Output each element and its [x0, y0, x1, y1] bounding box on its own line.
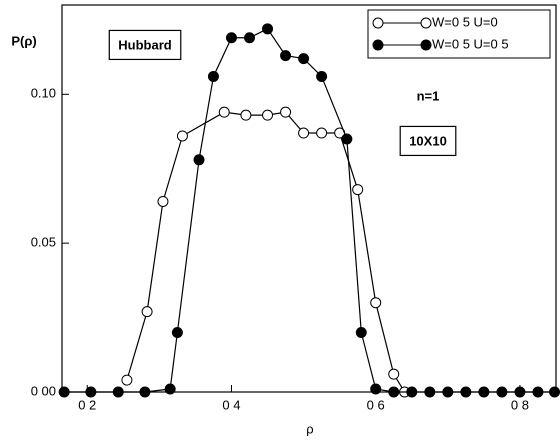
data-point	[370, 383, 382, 395]
annotation-box	[108, 29, 182, 61]
legend-label: W=0 5 U=0	[432, 14, 498, 29]
data-point	[549, 386, 560, 398]
data-point	[442, 386, 454, 398]
legend-marker	[372, 17, 384, 29]
legend-marker	[420, 17, 432, 29]
data-point	[176, 130, 188, 142]
data-point	[478, 386, 490, 398]
data-point	[121, 374, 133, 386]
y-axis-label: P(ρ)	[11, 33, 36, 48]
data-point	[225, 32, 237, 44]
data-point	[496, 386, 508, 398]
data-point	[207, 70, 219, 82]
legend-label: W=0 5 U=0 5	[432, 36, 509, 51]
data-point	[341, 133, 353, 145]
data-point	[406, 386, 418, 398]
x-tick-label: 0 4	[222, 397, 240, 412]
annotation: n=1	[417, 88, 440, 103]
data-point	[355, 326, 367, 338]
data-point	[141, 306, 153, 318]
data-point	[298, 127, 310, 139]
legend-box	[367, 9, 551, 59]
series-line	[126, 111, 406, 393]
x-tick-label: 0 8	[511, 397, 529, 412]
y-tick-label: 0 00	[31, 383, 56, 398]
data-point	[352, 184, 364, 196]
data-point	[157, 195, 169, 207]
annotation: 10X10	[409, 133, 447, 148]
data-point	[164, 383, 176, 395]
data-point	[58, 386, 70, 398]
data-point	[298, 53, 310, 65]
annotation: Hubbard	[118, 37, 172, 52]
x-tick-label: 0 2	[78, 397, 96, 412]
data-point	[244, 32, 256, 44]
data-point	[370, 297, 382, 309]
plot-frame	[61, 4, 557, 393]
data-point	[240, 109, 252, 121]
data-point	[262, 109, 274, 121]
data-point	[112, 386, 124, 398]
data-point	[193, 154, 205, 166]
data-point	[280, 50, 292, 62]
y-tick-label: 0.10	[31, 86, 56, 101]
data-point	[388, 386, 400, 398]
data-point	[424, 386, 436, 398]
data-point	[316, 70, 328, 82]
x-tick-label: 0 6	[367, 397, 385, 412]
x-axis-label: ρ	[306, 421, 313, 436]
data-point	[514, 386, 526, 398]
y-tick-label: 0.05	[31, 235, 56, 250]
legend-marker	[372, 39, 384, 51]
data-point	[85, 386, 97, 398]
data-point	[218, 106, 230, 118]
data-point	[280, 106, 292, 118]
data-point	[460, 386, 472, 398]
series-line	[64, 28, 555, 393]
legend-marker	[420, 39, 432, 51]
data-point	[316, 127, 328, 139]
data-point	[262, 23, 274, 35]
data-point	[139, 386, 151, 398]
data-point	[171, 326, 183, 338]
annotation-box	[399, 125, 457, 157]
data-point	[388, 368, 400, 380]
data-point	[532, 386, 544, 398]
